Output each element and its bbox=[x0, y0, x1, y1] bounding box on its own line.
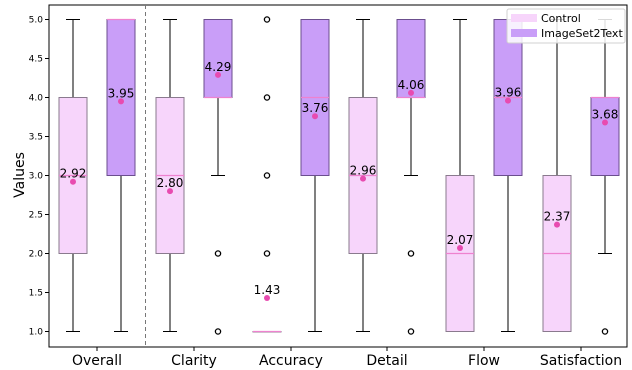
mean-point-control-clarity bbox=[167, 188, 173, 195]
outlier-point-imageset2text-clarity bbox=[214, 250, 222, 257]
y-axis-label: Values bbox=[12, 152, 28, 198]
outlier-point-control-accuracy bbox=[263, 250, 271, 257]
x-tick-label-clarity: Clarity bbox=[171, 353, 217, 369]
y-tick-label: 2.5 bbox=[29, 211, 43, 221]
outlier-point-control-accuracy bbox=[263, 94, 271, 101]
mean-label-control-clarity: 2.80 bbox=[157, 176, 184, 190]
mean-point-imageset2text-satisfaction bbox=[602, 119, 608, 126]
y-tick-label: 1.0 bbox=[29, 328, 44, 338]
mean-point-control-overall bbox=[70, 178, 76, 185]
x-tick-label-satisfaction: Satisfaction bbox=[540, 353, 622, 369]
mean-label-imageset2text-detail: 4.06 bbox=[398, 78, 425, 92]
mean-point-imageset2text-flow bbox=[505, 97, 511, 104]
x-tick-label-overall: Overall bbox=[72, 353, 122, 369]
box-imageset2text-detail bbox=[396, 19, 426, 98]
y-tick-label: 3.0 bbox=[29, 172, 44, 182]
y-tick-label: 2.0 bbox=[29, 250, 44, 260]
x-tick-label-flow: Flow bbox=[468, 353, 500, 369]
box-imageset2text-overall bbox=[106, 19, 136, 176]
mean-label-control-detail: 2.96 bbox=[350, 164, 377, 178]
mean-label-imageset2text-overall: 3.95 bbox=[108, 86, 135, 100]
mean-label-imageset2text-satisfaction: 3.68 bbox=[592, 107, 619, 121]
outlier-point-imageset2text-satisfaction bbox=[601, 328, 609, 335]
plot-frame bbox=[48, 4, 628, 348]
y-tick-label: 4.5 bbox=[29, 55, 43, 65]
mean-label-control-accuracy: 1.43 bbox=[254, 283, 281, 297]
mean-point-imageset2text-accuracy bbox=[312, 113, 318, 120]
mean-point-control-satisfaction bbox=[554, 221, 560, 228]
mean-point-imageset2text-overall bbox=[118, 98, 124, 105]
box-imageset2text-clarity bbox=[203, 19, 233, 98]
y-tick-label: 5.0 bbox=[29, 16, 44, 26]
mean-point-control-detail bbox=[360, 175, 366, 182]
mean-point-imageset2text-detail bbox=[408, 89, 414, 96]
mean-label-imageset2text-flow: 3.96 bbox=[495, 86, 522, 100]
y-tick-label: 1.5 bbox=[29, 289, 43, 299]
outlier-point-imageset2text-clarity bbox=[214, 328, 222, 335]
mean-label-imageset2text-accuracy: 3.76 bbox=[302, 101, 329, 115]
mean-point-control-flow bbox=[457, 245, 463, 252]
mean-label-control-overall: 2.92 bbox=[60, 167, 87, 181]
plot-area: 1.0 1.5 2.0 2.5 3.0 3.5 4.0 4.5 5.0 Overall Clarit… bbox=[29, 4, 628, 369]
mean-point-control-accuracy bbox=[264, 294, 270, 301]
legend-label-imageset2text: ImageSet2Text bbox=[541, 27, 623, 40]
y-tick-label: 3.5 bbox=[29, 133, 43, 143]
legend-swatch-imageset2text bbox=[511, 29, 537, 37]
mean-label-control-flow: 2.07 bbox=[447, 233, 474, 247]
outlier-point-imageset2text-detail bbox=[407, 328, 415, 335]
legend-label-control: Control bbox=[541, 12, 581, 25]
outlier-point-imageset2text-detail bbox=[407, 250, 415, 257]
mean-label-control-satisfaction: 2.37 bbox=[544, 210, 571, 224]
x-tick-label-accuracy: Accuracy bbox=[259, 353, 323, 369]
mean-label-imageset2text-clarity: 4.29 bbox=[205, 60, 232, 74]
x-tick-label-detail: Detail bbox=[366, 353, 407, 369]
legend-swatch-control bbox=[511, 14, 537, 22]
y-tick-label: 4.0 bbox=[29, 94, 44, 104]
legend: Control ImageSet2Text bbox=[506, 8, 626, 44]
outlier-point-control-accuracy bbox=[263, 172, 271, 179]
box-imageset2text-satisfaction bbox=[590, 97, 620, 176]
mean-point-imageset2text-clarity bbox=[215, 71, 221, 78]
outlier-point-control-accuracy bbox=[263, 16, 271, 23]
